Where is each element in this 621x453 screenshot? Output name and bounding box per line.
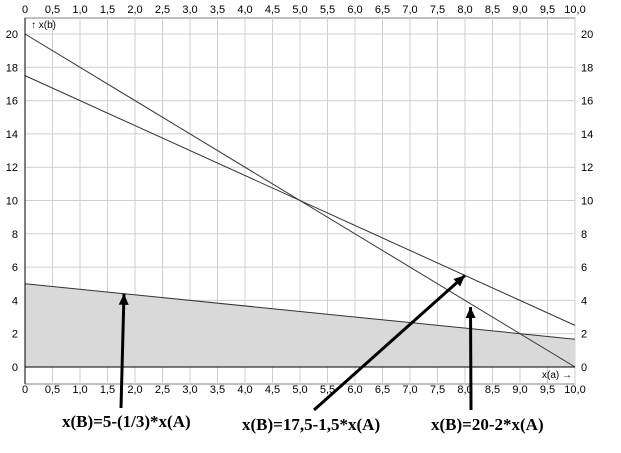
annotation-arrow-shaft	[119, 293, 126, 409]
y-axis-label: ↑ x(b)	[31, 20, 56, 31]
series-line	[24, 283, 576, 340]
x-tick-label-bottom: 9,0	[512, 384, 527, 396]
y-tick-label-left: 8	[12, 229, 18, 241]
x-tick-label-top: 8,5	[485, 4, 500, 16]
x-tick-label-bottom: 4,5	[265, 384, 280, 396]
x-tick-label-bottom: 8,0	[457, 384, 472, 396]
annotations: x(B)=5-(1/3)*x(A) x(B)=17,5-1,5*x(A) x(B)=…	[62, 274, 544, 434]
x-tick-label-top: 0	[22, 4, 28, 16]
y-tick-label-left: 0	[12, 362, 18, 374]
y-tick-label-left: 14	[6, 129, 18, 141]
x-tick-label-top: 2,0	[127, 4, 142, 16]
y-tick-label-right: 4	[581, 295, 587, 307]
x-tick-label-bottom: 6,0	[347, 384, 362, 396]
x-tick-label-top: 6,5	[375, 4, 390, 16]
x-tick-label-bottom: 7,0	[402, 384, 417, 396]
y-tick-label-right: 18	[581, 62, 593, 74]
annotation-arrow-shaft	[469, 307, 473, 411]
axes	[24, 18, 575, 384]
y-tick-label-left: 18	[6, 62, 18, 74]
y-tick-label-left: 6	[12, 262, 18, 274]
x-tick-label-top: 3,5	[210, 4, 225, 16]
x-tick-label-top: 8,0	[457, 4, 472, 16]
x-axis-label: x(a) →	[542, 370, 572, 381]
annotation-arrow-head	[453, 275, 465, 287]
y-tick-label-left: 12	[6, 162, 18, 174]
x-tick-label-bottom: 9,5	[540, 384, 555, 396]
y-tick-label-left: 16	[6, 96, 18, 108]
x-tick-label-bottom: 7,5	[430, 384, 445, 396]
x-tick-label-top: 1,0	[72, 4, 87, 16]
x-tick-label-top: 3,0	[182, 4, 197, 16]
x-tick-label-bottom: 2,5	[155, 384, 170, 396]
x-tick-label-bottom: 4,0	[237, 384, 252, 396]
y-tick-label-right: 2	[581, 329, 587, 341]
x-tick-label-top: 7,0	[402, 4, 417, 16]
series-line	[24, 75, 576, 326]
x-tick-label-top: 7,5	[430, 4, 445, 16]
x-tick-label-bottom: 1,0	[72, 384, 87, 396]
x-tick-label-top: 10,0	[564, 4, 585, 16]
annotation-label: x(B)=20-2*x(A)	[431, 415, 544, 434]
x-tick-label-top: 5,0	[292, 4, 307, 16]
y-tick-label-left: 2	[12, 329, 18, 341]
y-tick-label-right: 0	[581, 362, 587, 374]
x-tick-label-top: 4,0	[237, 4, 252, 16]
series-lines	[24, 33, 576, 368]
annotation-label: x(B)=17,5-1,5*x(A)	[242, 415, 380, 434]
y-tick-label-right: 10	[581, 196, 593, 208]
x-tick-label-bottom: 8,5	[485, 384, 500, 396]
annotation-label: x(B)=5-(1/3)*x(A)	[62, 412, 191, 431]
x-tick-label-bottom: 0	[22, 384, 28, 396]
y-tick-label-right: 6	[581, 262, 587, 274]
y-tick-label-right: 14	[581, 129, 593, 141]
y-tick-label-right: 16	[581, 96, 593, 108]
y-tick-label-right: 20	[581, 29, 593, 41]
tick-labels: 000,50,51,01,01,51,52,02,02,52,53,03,03,…	[6, 4, 594, 396]
x-tick-label-top: 5,5	[320, 4, 335, 16]
y-tick-label-left: 20	[6, 29, 18, 41]
y-tick-label-left: 4	[12, 295, 18, 307]
x-tick-label-top: 0,5	[45, 4, 60, 16]
x-tick-label-bottom: 10,0	[564, 384, 585, 396]
x-tick-label-top: 2,5	[155, 4, 170, 16]
annotation-arrow-head	[118, 293, 129, 305]
x-tick-label-top: 6,0	[347, 4, 362, 16]
x-tick-label-top: 1,5	[100, 4, 115, 16]
x-tick-label-top: 9,0	[512, 4, 527, 16]
x-tick-label-bottom: 2,0	[127, 384, 142, 396]
annotation-arrow-shaft	[313, 274, 466, 412]
y-tick-label-right: 12	[581, 162, 593, 174]
x-tick-label-bottom: 5,0	[292, 384, 307, 396]
annotation-arrow-head	[465, 307, 476, 319]
x-tick-label-top: 4,5	[265, 4, 280, 16]
feasible-region-fill	[25, 283, 575, 367]
y-tick-label-right: 8	[581, 229, 587, 241]
x-tick-label-bottom: 1,5	[100, 384, 115, 396]
feasible-region	[25, 283, 575, 367]
x-tick-label-top: 9,5	[540, 4, 555, 16]
y-tick-label-left: 10	[6, 196, 18, 208]
x-tick-label-bottom: 3,5	[210, 384, 225, 396]
x-tick-label-bottom: 0,5	[45, 384, 60, 396]
x-tick-label-bottom: 6,5	[375, 384, 390, 396]
x-tick-label-bottom: 3,0	[182, 384, 197, 396]
